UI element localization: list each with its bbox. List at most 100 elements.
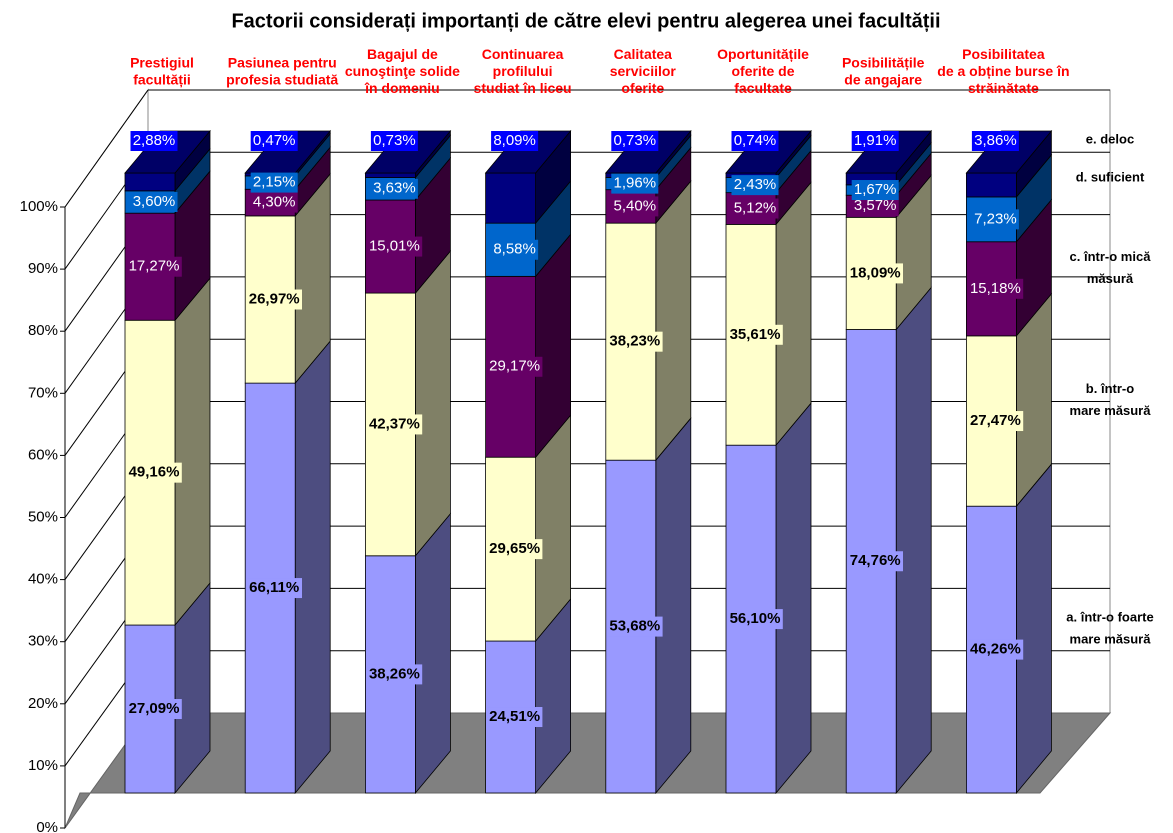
x-tick-label: Bagajul de cunoştinţe solide în domeniu: [345, 46, 460, 96]
data-label: 56,10%: [730, 610, 781, 627]
label-box: [611, 131, 659, 151]
data-label: 2,15%: [253, 174, 296, 191]
bar-side: [655, 180, 692, 462]
data-label: 24,51%: [489, 708, 540, 725]
bar-side: [174, 277, 211, 627]
data-label: 29,17%: [489, 358, 540, 375]
label-box: [851, 180, 899, 201]
label-box: [366, 236, 423, 257]
label-box: [366, 664, 423, 685]
x-tick-label: Calitatea serviciilor oferite: [610, 46, 677, 96]
label-box: [727, 609, 783, 630]
label-box: [246, 289, 302, 310]
label-box: [366, 414, 423, 435]
data-label: 3,63%: [373, 180, 416, 197]
bar: [966, 172, 1017, 198]
chart-title: Factorii considerați importanți de către…: [231, 10, 940, 32]
y-tick-label: 60%: [28, 446, 58, 463]
label-box: [250, 172, 298, 193]
label-box: [851, 131, 899, 151]
data-label: 0,74%: [734, 132, 777, 149]
data-label: 29,65%: [489, 540, 540, 557]
data-label: 38,23%: [609, 333, 660, 350]
label-box: [847, 263, 903, 284]
data-label: 17,27%: [129, 258, 180, 275]
data-label: 74,76%: [850, 552, 901, 569]
data-label: 66,11%: [249, 579, 299, 596]
x-tick-label: Posibilitățile de angajare: [842, 54, 925, 87]
label-box: [246, 578, 302, 599]
y-tick-label: 80%: [28, 322, 58, 339]
label-box: [727, 324, 783, 345]
bar-side: [1016, 463, 1052, 795]
data-label: 15,01%: [369, 238, 420, 255]
data-label: 46,26%: [970, 641, 1021, 658]
y-tick-label: 30%: [28, 633, 58, 650]
data-label: 4,30%: [253, 194, 296, 211]
label-box: [611, 196, 659, 217]
label-box: [486, 707, 543, 728]
data-label: 35,61%: [730, 326, 781, 343]
y-tick-label: 90%: [28, 260, 58, 277]
data-label: 27,09%: [129, 700, 180, 717]
data-label: 3,60%: [133, 193, 176, 210]
data-label: 1,67%: [854, 181, 897, 198]
data-label: 15,18%: [970, 280, 1021, 297]
data-label: 42,37%: [369, 415, 420, 432]
data-label: 8,09%: [493, 132, 536, 149]
bar-side: [775, 181, 812, 447]
label-box: [851, 196, 899, 217]
label-box: [250, 192, 298, 213]
data-label: 38,26%: [369, 665, 420, 682]
label-box: [967, 411, 1024, 432]
data-label: 1,96%: [614, 175, 657, 192]
data-label: 0,73%: [373, 132, 416, 149]
data-label: 53,68%: [609, 618, 660, 635]
label-box: [486, 356, 543, 377]
bar-side: [775, 402, 812, 795]
data-label: 0,73%: [614, 132, 657, 149]
label-box: [486, 539, 543, 560]
legend-label: e. deloc: [1086, 131, 1134, 146]
data-label: 3,57%: [854, 197, 897, 214]
floor: [64, 712, 1112, 829]
label-box: [126, 256, 182, 277]
data-label: 49,16%: [129, 464, 180, 481]
legend-label: c. într-o mică măsură: [1070, 249, 1152, 286]
y-tick-label: 50%: [28, 508, 58, 525]
bar: [485, 172, 537, 224]
data-label: 3,86%: [974, 132, 1017, 149]
label-box: [370, 131, 418, 151]
bar-side: [655, 417, 692, 795]
x-tick-label: Prestigiul facultății: [130, 54, 194, 87]
label-box: [967, 639, 1024, 660]
data-label: 7,23%: [974, 210, 1017, 227]
label-box: [250, 131, 298, 151]
legend-label: d. suficient: [1076, 169, 1145, 184]
bar: [124, 172, 176, 192]
label-box: [611, 173, 659, 194]
y-tick-label: 10%: [28, 757, 58, 774]
label-box: [971, 131, 1019, 151]
label-box: [130, 131, 178, 151]
label-box: [731, 131, 779, 151]
y-tick-label: 70%: [28, 384, 58, 401]
legend-label: b. într-o mare măsură: [1070, 381, 1152, 418]
data-label: 5,40%: [614, 197, 657, 214]
y-tick-label: 100%: [20, 198, 58, 215]
data-label: 5,12%: [734, 199, 777, 216]
data-label: 27,47%: [970, 412, 1021, 429]
x-tick-label: Pasiunea pentru profesia studiată: [226, 54, 338, 87]
y-tick-label: 40%: [28, 571, 58, 588]
data-label: 2,88%: [133, 132, 176, 149]
label-box: [491, 131, 539, 151]
data-label: 26,97%: [249, 290, 300, 307]
label-box: [126, 462, 182, 483]
x-tick-label: Oportunitățile oferite de facultate: [717, 46, 809, 96]
bar-side: [414, 512, 451, 795]
data-label: 2,43%: [734, 176, 777, 193]
y-tick-label: 0%: [36, 819, 58, 833]
bar-side: [294, 340, 331, 795]
label-box: [126, 699, 182, 720]
